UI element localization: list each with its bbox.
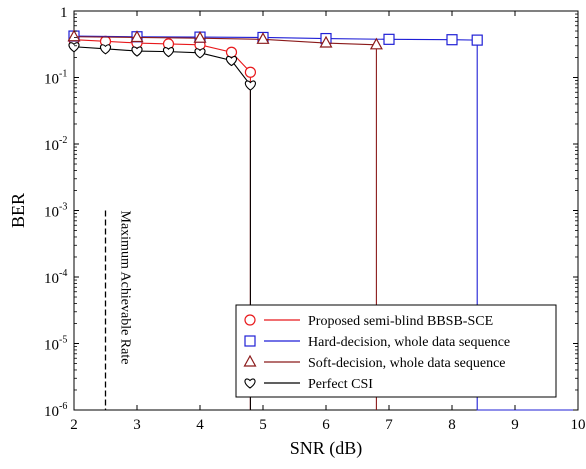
series-2 — [67, 29, 383, 410]
series-line — [73, 39, 251, 410]
y-tick-label: 10-4 — [44, 268, 67, 287]
x-tick-label: 8 — [448, 417, 456, 433]
legend-marker — [243, 354, 257, 367]
data-point — [244, 66, 256, 78]
series-line — [73, 35, 578, 411]
data-point — [225, 46, 238, 58]
x-tick-label: 2 — [70, 417, 78, 433]
data-point — [319, 35, 333, 48]
y-tick-label: 10-5 — [44, 335, 67, 354]
legend-marker — [244, 335, 256, 347]
data-point — [256, 32, 270, 44]
x-tick-label: 4 — [196, 417, 204, 433]
data-point — [68, 42, 80, 53]
x-tick-label: 5 — [259, 417, 267, 433]
legend-label: Proposed semi-blind BBSB-SCE — [308, 314, 493, 329]
y-tick-label: 10-1 — [44, 69, 67, 88]
y-tick-label: 10-2 — [44, 135, 67, 154]
x-tick-label: 6 — [322, 417, 330, 433]
legend: Proposed semi-blind BBSB-SCE Hard-decisio… — [235, 304, 557, 398]
data-point — [194, 48, 206, 59]
legend-marker — [244, 314, 256, 326]
data-point — [67, 29, 81, 42]
data-point — [99, 44, 112, 55]
x-tick-label: 9 — [511, 417, 519, 433]
y-tick-label: 10-6 — [44, 401, 67, 420]
series-3 — [68, 42, 256, 410]
data-point — [471, 34, 483, 46]
series-line — [73, 46, 251, 410]
legend-label: Perfect CSI — [308, 377, 373, 392]
series-0 — [68, 34, 256, 410]
x-tick-label: 3 — [133, 417, 141, 433]
data-point — [369, 37, 383, 50]
x-axis-label: SNR (dB) — [290, 438, 363, 459]
max-rate-annotation: Maximum Achievable Rate — [118, 211, 133, 365]
x-tick-label: 7 — [385, 417, 393, 433]
x-tick-label: 10 — [571, 417, 586, 433]
legend-marker — [244, 378, 256, 389]
data-point — [383, 33, 395, 45]
y-tick-label: 1 — [60, 5, 68, 21]
y-tick-label: 10-3 — [44, 202, 67, 221]
data-point — [162, 47, 175, 58]
data-point — [244, 80, 256, 91]
data-point — [193, 30, 207, 43]
data-point — [130, 30, 144, 43]
data-point — [225, 55, 238, 67]
data-point — [446, 34, 458, 46]
legend-label: Soft-decision, whole data sequence — [308, 356, 506, 371]
data-point — [131, 46, 143, 57]
y-axis-label: BER — [8, 193, 28, 228]
legend-label: Hard-decision, whole data sequence — [308, 335, 510, 350]
